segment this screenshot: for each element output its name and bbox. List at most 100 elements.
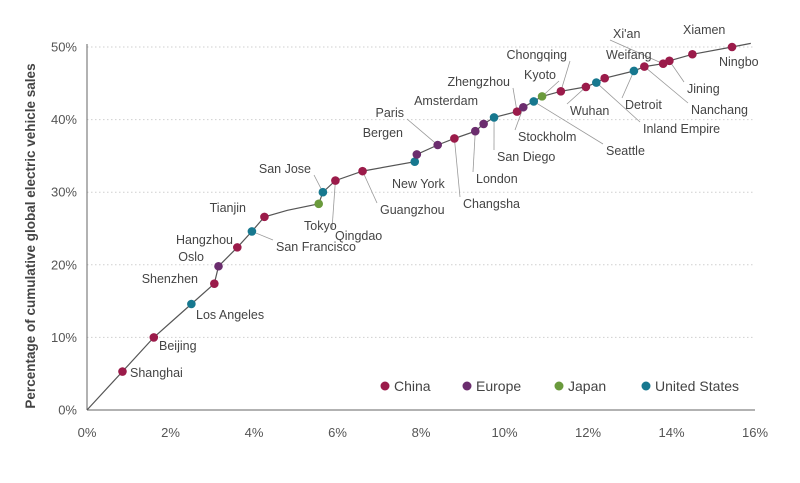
- legend-swatch-japan: [554, 381, 564, 391]
- city-label-shanghai: Shanghai: [130, 366, 183, 380]
- city-label-jining: Jining: [687, 82, 720, 96]
- city-label-zhengzhou: Zhengzhou: [447, 75, 510, 89]
- point-san-diego: [489, 113, 499, 122]
- city-label-xiamen: Xiamen: [683, 23, 725, 37]
- city-label-tokyo: Tokyo: [304, 219, 337, 233]
- point-stockholm: [518, 102, 528, 112]
- point-shenzhen: [210, 279, 219, 288]
- x-tick-label: 14%: [658, 425, 684, 440]
- y-tick-label: 0%: [58, 403, 77, 418]
- leader-line: [560, 60, 571, 92]
- point-detroit: [629, 66, 639, 76]
- point-jining: [665, 56, 674, 66]
- point-san-francisco: [247, 227, 257, 236]
- x-tick-label: 12%: [575, 425, 601, 440]
- point-amsterdam: [479, 119, 488, 129]
- point-xiamen: [688, 49, 697, 59]
- point-layer: [118, 42, 737, 376]
- grid-layer: [87, 46, 755, 338]
- city-label-ningbo: Ningbo: [719, 55, 759, 69]
- city-label-weifang: Weifang: [606, 48, 652, 62]
- leader-line: [644, 66, 689, 104]
- city-label-san-jose: San Jose: [259, 162, 311, 176]
- point-inland-empire: [592, 78, 601, 87]
- leader-line: [472, 131, 476, 173]
- city-label-shenzhen: Shenzhen: [142, 272, 198, 286]
- city-label-new-york: New York: [392, 177, 446, 191]
- x-tick-label: 0%: [78, 425, 97, 440]
- leader-line: [331, 180, 336, 230]
- y-tick-label: 30%: [51, 185, 77, 200]
- x-tick-label: 4%: [245, 425, 264, 440]
- point-chongqing: [556, 86, 566, 96]
- y-tick-label: 40%: [51, 112, 77, 127]
- leader-line: [596, 82, 641, 123]
- x-tick-label: 16%: [742, 425, 768, 440]
- city-label-inland-empire: Inland Empire: [643, 122, 720, 136]
- point-paris: [433, 140, 443, 150]
- legend-swatch-china: [380, 381, 390, 391]
- city-label-amsterdam: Amsterdam: [414, 94, 478, 108]
- city-label-wuhan: Wuhan: [570, 104, 609, 118]
- point-tianjin: [260, 212, 269, 222]
- point-san-jose: [318, 187, 328, 197]
- city-label-paris: Paris: [376, 106, 404, 120]
- label-layer: Shanghai Beijing Los Angeles Shenzhen Oslo Ha…: [130, 23, 759, 380]
- city-label-kyoto: Kyoto: [524, 68, 556, 82]
- city-label-chongqing: Chongqing: [507, 48, 568, 62]
- leader-line: [609, 39, 664, 65]
- city-label-changsha: Changsha: [463, 197, 520, 211]
- city-label-london: London: [476, 172, 518, 186]
- legend-label-china: China: [394, 378, 431, 394]
- city-label-seattle: Seattle: [606, 144, 645, 158]
- point-wuhan: [581, 82, 591, 92]
- legend-swatch-europe: [462, 381, 472, 391]
- city-label-nanchang: Nanchang: [691, 103, 748, 117]
- y-tick-label: 10%: [51, 330, 77, 345]
- point-new-york: [410, 157, 420, 167]
- leader-line: [362, 170, 378, 204]
- point-nanchang: [640, 62, 649, 71]
- leader-line: [533, 101, 604, 145]
- city-label-beijing: Beijing: [159, 339, 197, 353]
- legend-label-us: United States: [655, 378, 739, 394]
- point-hangzhou: [233, 243, 242, 252]
- point-guangzhou: [358, 166, 367, 176]
- city-label-bergen: Bergen: [363, 126, 403, 140]
- city-label-detroit: Detroit: [625, 98, 662, 112]
- city-label-oslo: Oslo: [178, 250, 204, 264]
- city-label-los-angeles: Los Angeles: [196, 308, 264, 322]
- point-seattle: [529, 97, 539, 106]
- city-label-guangzhou: Guangzhou: [380, 203, 445, 217]
- x-tick-label: 6%: [328, 425, 347, 440]
- leader-line: [454, 138, 461, 198]
- point-bergen: [412, 150, 422, 159]
- leader-line: [406, 118, 438, 146]
- city-label-hangzhou: Hangzhou: [176, 233, 233, 247]
- x-tick-label: 10%: [491, 425, 517, 440]
- city-label-tianjin: Tianjin: [210, 201, 246, 215]
- y-tick-label: 20%: [51, 257, 77, 272]
- city-label-xi-an: Xi'an: [613, 27, 640, 41]
- point-los-angeles: [187, 299, 196, 309]
- city-label-qingdao: Qingdao: [335, 229, 382, 243]
- legend: China Europe Japan United States: [380, 378, 739, 394]
- point-qingdao: [331, 176, 340, 185]
- point-kyoto: [537, 92, 547, 101]
- point-oslo: [214, 261, 223, 271]
- legend-label-japan: Japan: [568, 378, 606, 394]
- point-weifang: [600, 73, 609, 83]
- x-tick-label: 2%: [161, 425, 180, 440]
- x-tick-label: 8%: [412, 425, 431, 440]
- leader-line: [621, 70, 635, 99]
- city-label-san-francisco: San Francisco: [276, 240, 356, 254]
- point-beijing: [149, 333, 159, 342]
- point-changsha: [450, 134, 459, 143]
- legend-swatch-us: [641, 381, 651, 391]
- y-axis-title: Percentage of cumulative global electric…: [23, 63, 38, 408]
- city-label-stockholm: Stockholm: [518, 130, 576, 144]
- axes-layer: 0% 10% 20% 30% 40% 50% 0% 2% 4% 6% 8% 10% 12% 14% 16%: [51, 40, 768, 441]
- point-shanghai: [118, 367, 127, 376]
- point-ningbo: [727, 42, 737, 52]
